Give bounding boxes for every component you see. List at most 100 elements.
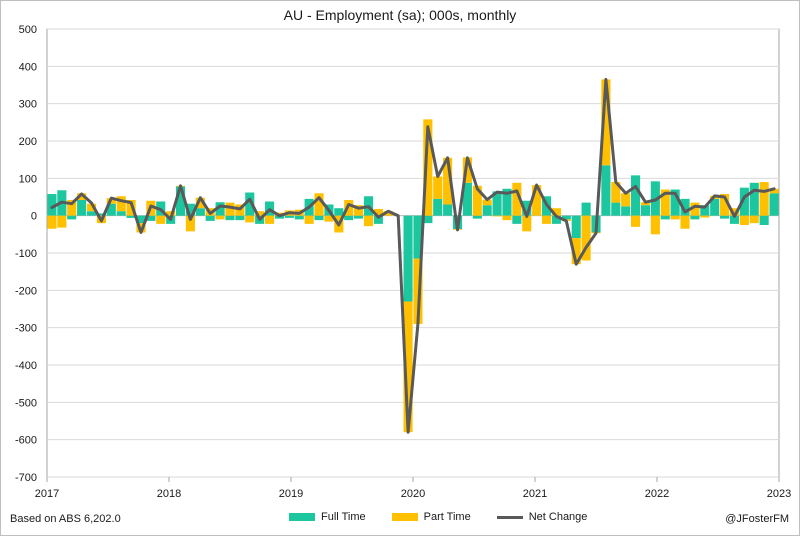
full-time-bar	[433, 198, 443, 216]
y-tick-label: -200	[15, 285, 37, 297]
part-time-bar	[601, 79, 611, 166]
full-time-bar	[690, 215, 700, 220]
full-time-bar	[354, 215, 364, 219]
full-time-bar	[680, 198, 690, 216]
x-tick-label: 2020	[401, 488, 425, 500]
part-time-bar	[720, 194, 730, 216]
full-time-bar	[136, 215, 146, 224]
full-time-bar	[522, 200, 532, 216]
legend-item-full-time: Full Time	[289, 511, 366, 523]
full-time-bar	[67, 215, 77, 220]
part-time-bar	[551, 208, 561, 216]
full-time-bar	[96, 213, 106, 216]
part-time-bar	[354, 205, 364, 216]
part-time-bar	[680, 215, 690, 229]
part-time-bar	[660, 189, 670, 216]
part-time-bar	[492, 215, 502, 217]
full-time-bar	[581, 202, 591, 216]
part-time-bar	[462, 157, 472, 183]
full-time-bar	[225, 215, 235, 221]
part-time-bar	[423, 119, 433, 216]
x-tick-label: 2019	[279, 488, 303, 500]
full-time-bar	[611, 202, 621, 216]
y-tick-label: -300	[15, 323, 37, 335]
full-time-bar	[294, 215, 304, 220]
legend-label-net-change: Net Change	[528, 511, 588, 523]
y-tick-label: 300	[19, 99, 37, 111]
full-time-bar	[670, 189, 680, 216]
part-time-bar	[522, 215, 532, 232]
part-time-bar	[413, 258, 423, 324]
full-time-bar	[640, 205, 651, 216]
full-time-bar	[551, 215, 561, 224]
part-time-bar	[581, 215, 591, 261]
part-time-bar	[729, 208, 740, 216]
part-time-bar	[532, 185, 542, 216]
y-tick-label: 200	[19, 136, 37, 148]
part-time-bar	[443, 157, 453, 205]
full-time-bar	[472, 215, 482, 219]
full-time-bar	[245, 192, 255, 216]
part-time-bar	[571, 238, 581, 265]
full-time-bar	[561, 215, 571, 220]
part-time-bar	[512, 182, 522, 216]
full-time-bar	[660, 215, 670, 220]
part-time-bar	[769, 188, 779, 194]
part-time-bar	[215, 215, 225, 220]
full-time-bar	[759, 215, 769, 225]
full-time-bar	[601, 165, 611, 216]
full-time-bar	[106, 203, 116, 216]
full-time-bar	[47, 194, 57, 216]
full-time-bar	[77, 199, 87, 216]
full-time-bar	[621, 206, 631, 216]
part-time-bar	[363, 215, 374, 227]
legend: Full Time Part Time Net Change	[289, 511, 587, 523]
part-time-bar	[700, 215, 710, 218]
part-time-bar	[650, 215, 660, 235]
author-handle: @JFosterFM	[725, 513, 789, 525]
net-change-line	[50, 77, 776, 434]
part-time-bar	[690, 202, 700, 216]
part-time-bar	[185, 215, 195, 232]
full-time-bar	[631, 175, 641, 216]
full-time-bar	[443, 204, 453, 216]
part-time-swatch	[391, 513, 418, 521]
y-tick-label: -100	[15, 248, 37, 260]
part-time-bar	[126, 199, 136, 216]
full-time-bar	[126, 215, 136, 218]
y-tick-label: 100	[19, 173, 37, 185]
part-time-bar	[304, 215, 314, 224]
full-time-bar	[215, 202, 225, 216]
y-tick-label: 500	[19, 24, 37, 36]
y-axis: 500 400 300 200 100 0 -100 -200 -300 -400 -500 -600…	[15, 24, 37, 484]
y-tick-label: -600	[15, 435, 37, 447]
full-time-swatch	[289, 513, 315, 521]
part-time-bar	[640, 202, 651, 206]
full-time-bar	[413, 215, 423, 259]
legend-item-part-time: Part Time	[391, 511, 471, 523]
part-time-bar	[502, 215, 512, 221]
part-time-bar	[621, 193, 631, 207]
full-time-bar	[720, 215, 730, 219]
full-time-bar	[284, 215, 294, 218]
part-time-bar	[314, 193, 324, 216]
part-time-bar	[670, 215, 680, 220]
full-time-bar	[482, 205, 492, 216]
chart-title: AU - Employment (sa); 000s, monthly	[283, 7, 517, 23]
full-time-bar	[462, 182, 472, 216]
part-time-bar	[324, 215, 334, 222]
part-time-bar	[472, 185, 482, 216]
y-tick-label: -500	[15, 397, 37, 409]
part-time-bar	[541, 215, 552, 224]
full-time-bar	[423, 215, 433, 224]
part-time-bar	[67, 199, 77, 216]
part-time-bar	[77, 193, 87, 200]
part-time-bar	[255, 211, 265, 216]
part-time-bar	[383, 211, 393, 216]
x-tick-label: 2022	[645, 488, 669, 500]
part-time-bar	[759, 182, 769, 216]
legend-label-full-time: Full Time	[321, 511, 366, 523]
full-time-bar	[344, 215, 354, 221]
full-time-bar	[729, 215, 740, 224]
